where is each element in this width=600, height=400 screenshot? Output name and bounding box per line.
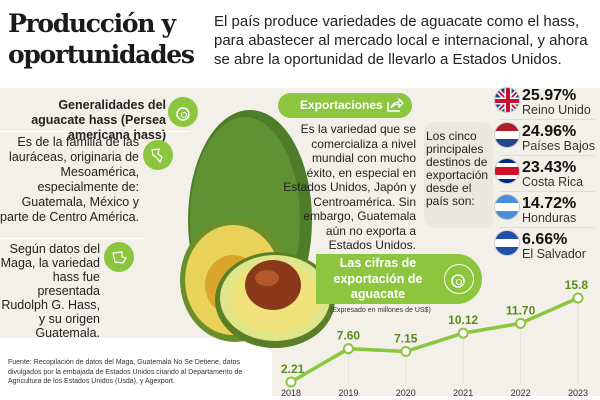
series-line	[290, 296, 579, 384]
origin-text: Es de la familia de las lauráceas, origi…	[0, 135, 139, 224]
separator	[500, 155, 595, 156]
data-label: 15.8	[565, 278, 589, 292]
destination-country: El Salvador	[522, 247, 586, 261]
export-line-chart: 2.21 2018 7.60 2019 7.15 2020 10.12 2021 11.70 20…	[281, 278, 589, 398]
data-point	[515, 317, 527, 329]
data-point	[457, 327, 469, 339]
x-tick-label: 2022	[511, 388, 531, 398]
destination-pct: 6.66%	[522, 231, 568, 248]
separator	[500, 227, 595, 228]
intro-text: El país produce variedades de aguacate c…	[214, 13, 588, 68]
data-label: 7.15	[394, 331, 418, 345]
divider	[0, 238, 145, 239]
destination-pct: 14.72%	[522, 195, 577, 212]
avocado-illustration	[180, 110, 335, 348]
uk-flag-icon	[494, 87, 520, 113]
destination-pct: 24.96%	[522, 123, 577, 140]
separator	[500, 191, 595, 192]
data-point	[285, 376, 297, 388]
separator	[500, 119, 595, 120]
exports-text: Es la variedad que se comercializa a niv…	[283, 122, 416, 252]
page-title: Producción y oportunidades	[8, 9, 195, 69]
data-label: 7.60	[337, 329, 361, 343]
x-tick-label: 2023	[568, 388, 588, 398]
americas-map-icon	[143, 140, 173, 170]
x-tick-label: 2019	[338, 388, 358, 398]
chart-subtitle: (Expresado en millones de US$)	[330, 307, 431, 314]
destination-country: Reino Unido	[522, 103, 591, 117]
destinations-intro: Los cinco principales destinos de export…	[424, 122, 493, 228]
x-tick-label: 2021	[453, 388, 473, 398]
maga-text: Según datos del Maga, la variedad hass f…	[0, 242, 100, 340]
data-label: 10.12	[448, 313, 478, 327]
source-note: Fuente: Recopilación de datos del Maga, …	[8, 359, 243, 385]
destination-country: Países Bajos	[522, 139, 595, 153]
avocado-icon	[444, 264, 474, 294]
guatemala-map-icon	[104, 242, 134, 272]
destination-country: Honduras	[522, 211, 577, 225]
divider	[0, 131, 190, 132]
data-label: 2.21	[281, 362, 305, 376]
x-tick-label: 2020	[396, 388, 416, 398]
data-point	[400, 345, 412, 357]
honduras-flag-icon	[494, 194, 520, 220]
x-tick-label: 2018	[281, 388, 301, 398]
avocado-icon	[168, 97, 198, 127]
destination-pct: 25.97%	[522, 87, 577, 104]
el-salvador-flag-icon	[494, 230, 520, 256]
netherlands-flag-icon	[494, 122, 520, 148]
share-icon	[385, 96, 405, 119]
data-point	[572, 292, 584, 304]
data-point	[342, 343, 354, 355]
destination-country: Costa Rica	[522, 175, 584, 189]
data-label: 11.70	[506, 303, 536, 317]
costa-rica-flag-icon	[494, 158, 520, 184]
destination-pct: 23.43%	[522, 159, 577, 176]
exports-label: Exportaciones	[278, 93, 412, 118]
